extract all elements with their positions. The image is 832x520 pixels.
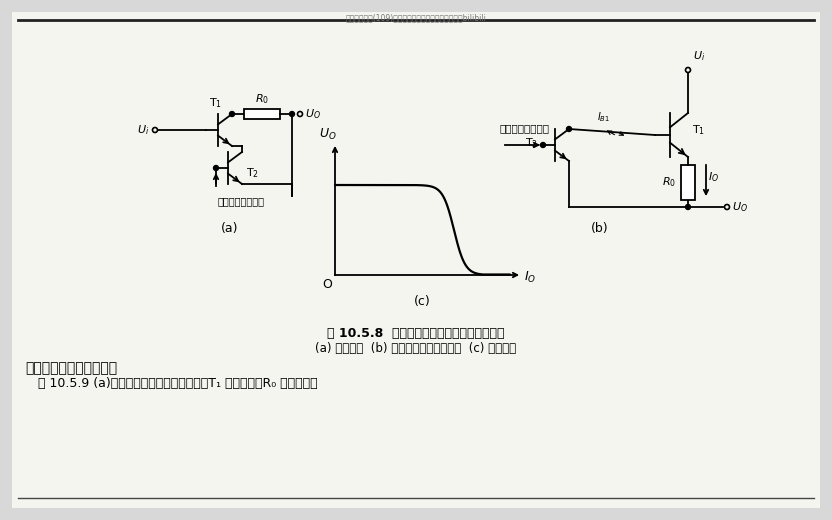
Circle shape [686,204,691,210]
Text: 图 10.5.9 (a)所示为截流型过流保护电路，T₁ 为调整管，R₀ 为电流采样: 图 10.5.9 (a)所示为截流型过流保护电路，T₁ 为调整管，R₀ 为电流采… [38,377,318,390]
Text: $I_O$: $I_O$ [524,269,536,284]
Text: $I_O$: $I_O$ [708,170,719,184]
Text: (a): (a) [221,222,239,235]
Circle shape [290,111,295,116]
Text: $U_i$: $U_i$ [136,123,149,137]
FancyBboxPatch shape [12,12,820,508]
Text: 模拟电子线路(109)稳压器中的限流保护电路哔哩哔哩bilibili: 模拟电子线路(109)稳压器中的限流保护电路哔哩哔哩bilibili [345,13,487,22]
Text: T$_2$: T$_2$ [525,136,538,150]
Text: $R_0$: $R_0$ [255,92,269,106]
Text: (b): (b) [592,222,609,235]
Text: O: O [322,278,332,291]
Text: $U_O$: $U_O$ [732,200,748,214]
Text: (a) 保护电路  (b) 集成稳压电路中的画法  (c) 输出特性: (a) 保护电路 (b) 集成稳压电路中的画法 (c) 输出特性 [315,342,517,355]
Circle shape [230,111,235,116]
Text: 来自比较放大电路: 来自比较放大电路 [218,196,265,206]
Bar [681,164,695,200]
Bar [244,109,280,119]
Text: T$_1$: T$_1$ [210,96,223,110]
Text: $U_O$: $U_O$ [305,107,321,121]
Text: T$_2$: T$_2$ [246,166,259,180]
Text: $U_i$: $U_i$ [693,49,706,63]
Circle shape [541,142,546,148]
Circle shape [214,165,219,171]
Text: 图 10.5.8  限流型过流保护电路及其输出特性: 图 10.5.8 限流型过流保护电路及其输出特性 [327,327,505,340]
Text: T$_1$: T$_1$ [692,123,706,137]
Text: $I_{B1}$: $I_{B1}$ [597,110,611,124]
Text: 来自比较放大电路: 来自比较放大电路 [500,123,550,133]
Circle shape [567,126,572,132]
Text: $R_0$: $R_0$ [662,175,676,189]
Text: $U_O$: $U_O$ [319,127,337,142]
Text: 以不适用于大功率电路。: 以不适用于大功率电路。 [25,361,117,375]
Text: (c): (c) [414,295,431,308]
